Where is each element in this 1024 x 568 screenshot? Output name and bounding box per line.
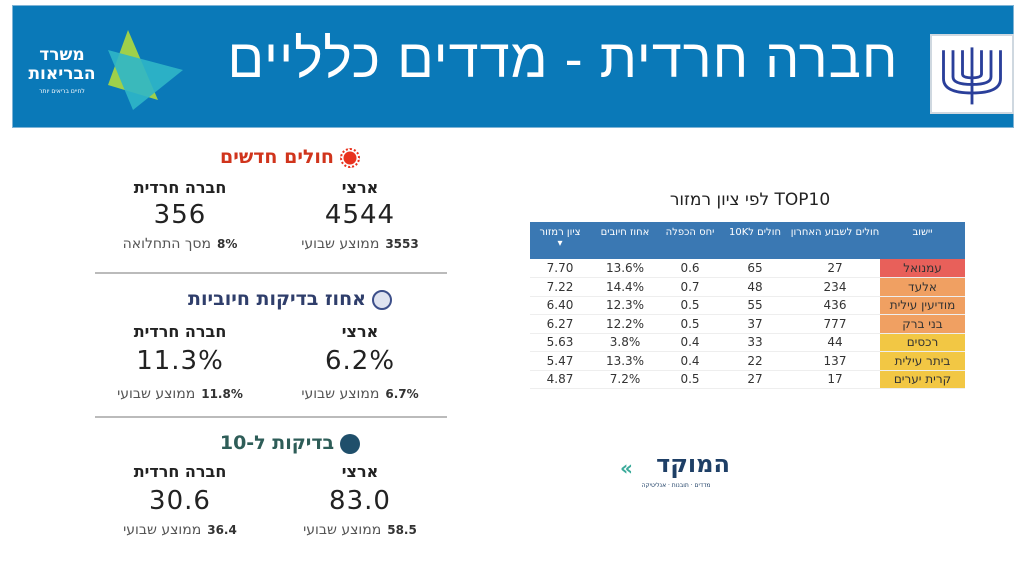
per-10k-cell: 33 — [720, 333, 790, 352]
table-title: TOP10 לפי ציון רמזור — [669, 190, 831, 210]
col-traffic-score[interactable]: ציון רמזור ▾ — [530, 222, 590, 259]
national-label: ארצי — [341, 178, 379, 197]
haredi-weekly-avg: 36.4ממוצע שבועי — [123, 522, 237, 538]
hamoked-logo-name: המוקד — [656, 450, 730, 478]
page-title: חברה חרדית - מדדים כלליים — [227, 29, 899, 89]
sort-desc-icon[interactable]: ▾ — [557, 238, 563, 249]
positive-rate-cell: 12.3% — [590, 296, 660, 315]
col-positive-rate[interactable]: אחוז חיובים — [590, 222, 660, 259]
positive-tests-title: אחוז בדיקות חיוביות — [110, 288, 470, 310]
lab-test-icon — [371, 289, 392, 310]
ministry-of-health-logo — [108, 30, 183, 110]
hamoked-logo: המוקד « מדדים · תובנות · אנליטיקה — [620, 450, 730, 494]
doubling-cell: 0.6 — [660, 259, 720, 278]
positive-rate-cell: 13.3% — [590, 351, 660, 371]
doubling-cell: 0.7 — [660, 277, 720, 297]
tests-per-10-title: בדיקות ל-10 — [110, 432, 470, 454]
doubling-cell: 0.5 — [660, 314, 720, 334]
weekly-cases-cell: 777 — [790, 314, 880, 334]
haredi-share: 8%מסך התחלואה — [122, 236, 238, 252]
people-icon — [340, 433, 361, 454]
virus-icon — [339, 147, 360, 168]
national-positive-rate: 6.2% — [324, 346, 396, 376]
town-cell: בני ברק — [880, 314, 965, 334]
divider — [95, 272, 447, 274]
national-label: ארצי — [341, 322, 379, 341]
positive-rate-cell: 13.6% — [590, 259, 660, 278]
weekly-cases-cell: 27 — [790, 259, 880, 278]
moh-logo-sub: לחיים בריאים יותר — [39, 88, 85, 95]
per-10k-cell: 65 — [720, 259, 790, 278]
national-tests: 83.0 — [329, 486, 391, 516]
divider — [95, 416, 447, 418]
doubling-cell: 0.5 — [660, 296, 720, 315]
top10-table: יישוב חולים לשבוע האחרון חולים ל10K יחס … — [530, 222, 965, 389]
score-cell: 7.22 — [530, 277, 590, 297]
table-row[interactable]: רכסים 44 33 0.4 3.8% 5.63 — [530, 333, 965, 352]
national-weekly-avg: 6.7%ממוצע שבועי — [301, 386, 419, 402]
table-row[interactable]: ביתר עילית 137 22 0.4 13.3% 5.47 — [530, 351, 965, 371]
haredi-tests: 30.6 — [149, 486, 211, 516]
haredi-weekly-avg: 11.8%ממוצע שבועי — [117, 386, 243, 402]
score-cell: 5.47 — [530, 351, 590, 371]
town-cell: רכסים — [880, 333, 965, 352]
national-weekly-avg: 58.5ממוצע שבועי — [303, 522, 417, 538]
national-weekly-avg: 3553ממוצע שבועי — [301, 236, 419, 252]
haredi-label: חברה חרדית — [133, 322, 227, 341]
score-cell: 7.70 — [530, 259, 590, 278]
header-banner: משרד הבריאות לחיים בריאים יותר חברה חרדי… — [12, 5, 1014, 128]
haredi-label: חברה חרדית — [133, 178, 227, 197]
weekly-cases-cell: 44 — [790, 333, 880, 352]
hamoked-tagline: מדדים · תובנות · אנליטיקה — [641, 482, 711, 489]
town-cell: אלעד — [880, 277, 965, 297]
table-row[interactable]: עמנואל 27 65 0.6 13.6% 7.70 — [530, 259, 965, 278]
col-weekly-cases[interactable]: חולים לשבוע האחרון — [790, 222, 880, 259]
new-cases-title: חולים חדשים — [110, 146, 470, 168]
score-cell: 6.27 — [530, 314, 590, 334]
score-cell: 6.40 — [530, 296, 590, 315]
weekly-cases-cell: 234 — [790, 277, 880, 297]
moh-logo-text: משרד הבריאות — [28, 45, 96, 84]
col-doubling[interactable]: יחס הכפלה — [660, 222, 720, 259]
per-10k-cell: 22 — [720, 351, 790, 371]
table-row[interactable]: קרית יערים 17 27 0.5 7.2% 4.87 — [530, 370, 965, 389]
doubling-cell: 0.4 — [660, 333, 720, 352]
doubling-cell: 0.4 — [660, 351, 720, 371]
col-town[interactable]: יישוב — [880, 222, 965, 259]
positive-rate-cell: 14.4% — [590, 277, 660, 297]
weekly-cases-cell: 436 — [790, 296, 880, 315]
positive-rate-cell: 12.2% — [590, 314, 660, 334]
ministry-emblem-icon — [930, 34, 1014, 114]
score-cell: 5.63 — [530, 333, 590, 352]
town-cell: קרית יערים — [880, 370, 965, 389]
score-cell: 4.87 — [530, 370, 590, 389]
national-new-cases: 4544 — [324, 200, 396, 230]
national-label: ארצי — [341, 462, 379, 481]
haredi-positive-rate: 11.3% — [136, 346, 224, 376]
town-cell: מודיעין עילית — [880, 296, 965, 315]
per-10k-cell: 48 — [720, 277, 790, 297]
per-10k-cell: 27 — [720, 370, 790, 389]
town-cell: ביתר עילית — [880, 351, 965, 371]
chevrons-icon: « — [620, 456, 633, 480]
per-10k-cell: 37 — [720, 314, 790, 334]
positive-rate-cell: 3.8% — [590, 333, 660, 352]
table-row[interactable]: בני ברק 777 37 0.5 12.2% 6.27 — [530, 314, 965, 334]
per-10k-cell: 55 — [720, 296, 790, 315]
weekly-cases-cell: 137 — [790, 351, 880, 371]
col-cases-per-10k[interactable]: חולים ל10K — [720, 222, 790, 259]
haredi-new-cases: 356 — [153, 200, 207, 230]
doubling-cell: 0.5 — [660, 370, 720, 389]
haredi-label: חברה חרדית — [133, 462, 227, 481]
table-row[interactable]: מודיעין עילית 436 55 0.5 12.3% 6.40 — [530, 296, 965, 315]
weekly-cases-cell: 17 — [790, 370, 880, 389]
town-cell: עמנואל — [880, 259, 965, 278]
table-row[interactable]: אלעד 234 48 0.7 14.4% 7.22 — [530, 277, 965, 297]
positive-rate-cell: 7.2% — [590, 370, 660, 389]
